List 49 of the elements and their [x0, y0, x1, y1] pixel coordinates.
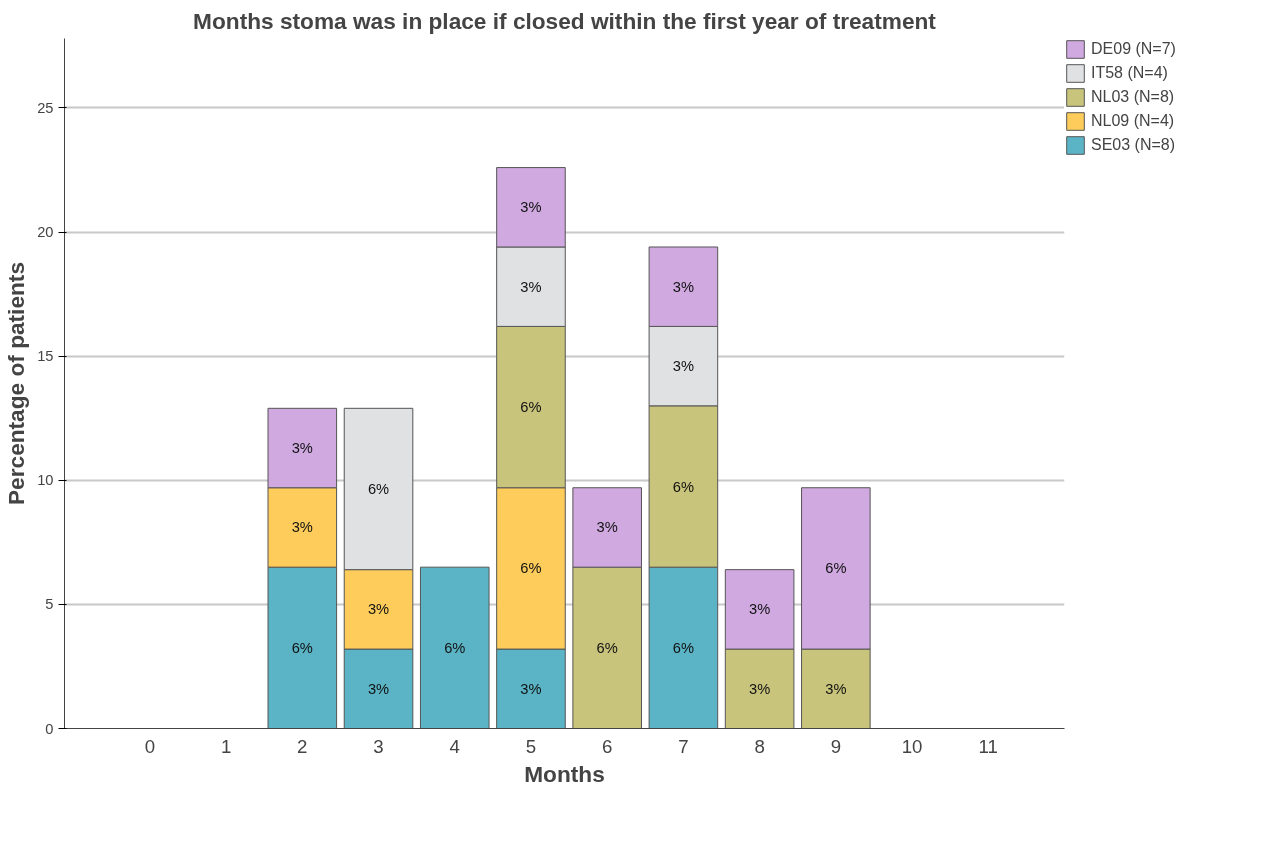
legend-label: DE09 (N=7)	[1091, 40, 1176, 58]
data-label: 3%	[367, 680, 390, 697]
x-axis-title: Months	[524, 760, 605, 787]
data-label: 6%	[825, 560, 847, 577]
chart-title: Months stoma was in place if closed within the first year of treatment	[193, 7, 937, 34]
y-tick-label: 10	[37, 472, 54, 489]
x-tick-label: 11	[978, 735, 998, 757]
data-label: 6%	[672, 478, 694, 495]
y-axis-title: Percentage of patients	[3, 262, 30, 505]
data-label: 3%	[596, 519, 618, 536]
data-label: 6%	[520, 399, 542, 416]
data-label: 6%	[291, 639, 313, 656]
x-tick-label: 2	[297, 735, 308, 757]
x-tick-label: 10	[901, 735, 923, 757]
legend-label: NL03 (N=8)	[1091, 88, 1175, 106]
data-label: 3%	[367, 601, 390, 618]
x-tick-label: 5	[525, 735, 537, 757]
data-label: 3%	[749, 601, 771, 618]
data-label: 6%	[596, 639, 618, 656]
y-tick-label: 25	[37, 100, 54, 116]
y-tick-label: 15	[37, 348, 54, 365]
data-label: 3%	[672, 278, 694, 295]
data-label: 3%	[672, 358, 694, 375]
y-tick-label: 20	[37, 224, 54, 241]
legend-label: SE03 (N=8)	[1091, 136, 1176, 154]
data-label: 3%	[825, 680, 847, 697]
x-tick-label: 0	[144, 735, 156, 757]
x-tick-label: 7	[678, 735, 689, 757]
y-tick-label: 0	[45, 720, 54, 737]
x-tick-label: 9	[830, 735, 842, 757]
data-label: 3%	[520, 680, 542, 697]
data-label: 3%	[520, 278, 542, 295]
data-label: 3%	[291, 440, 313, 457]
data-label: 3%	[749, 680, 771, 697]
data-label: 6%	[672, 639, 694, 656]
data-label: 3%	[520, 199, 542, 216]
data-label: 6%	[367, 480, 390, 497]
x-tick-label: 8	[754, 735, 765, 757]
data-label: 6%	[520, 560, 542, 577]
x-tick-label: 4	[449, 735, 460, 757]
y-tick-label: 5	[45, 596, 54, 613]
data-label: 6%	[444, 639, 466, 656]
bar	[419, 566, 490, 729]
x-tick-label: 3	[373, 735, 384, 757]
legend-label: NL09 (N=4)	[1091, 112, 1175, 130]
x-tick-label: 1	[220, 735, 232, 757]
data-label: 3%	[291, 519, 313, 536]
legend-label: IT58 (N=4)	[1091, 64, 1168, 82]
x-tick-label: 6	[602, 735, 613, 757]
